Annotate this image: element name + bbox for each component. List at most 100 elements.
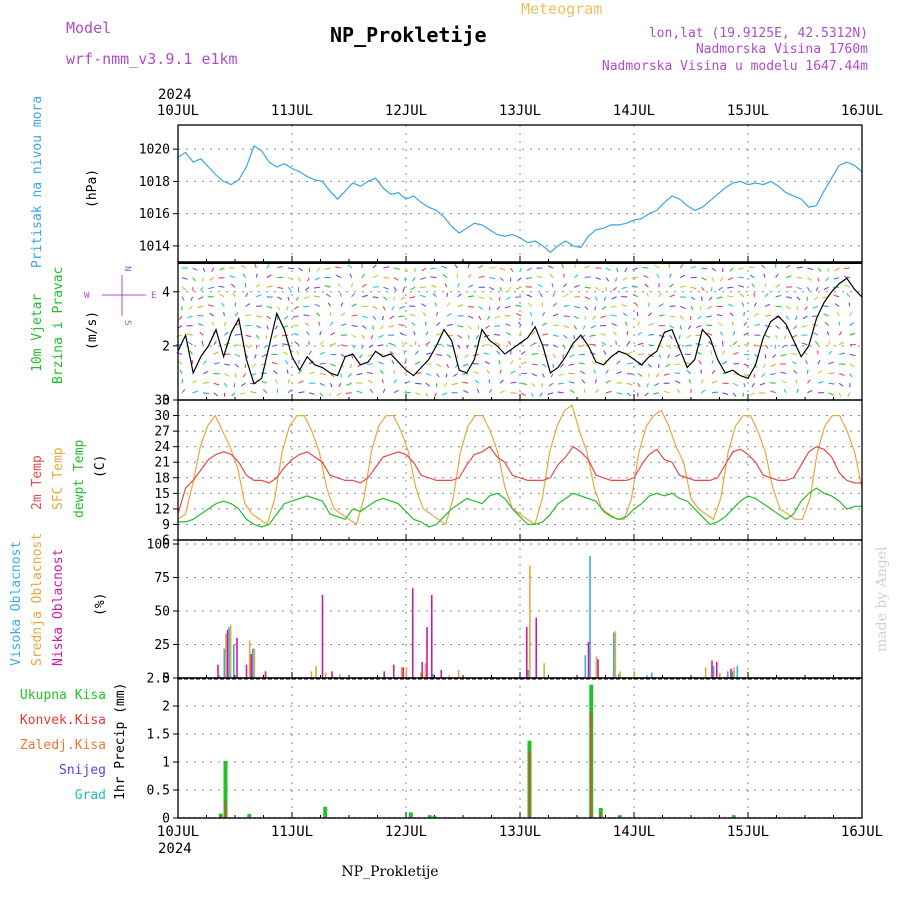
wind-arrow bbox=[287, 379, 291, 384]
wind-arrow bbox=[464, 353, 469, 359]
wind-arrow bbox=[362, 315, 368, 319]
wind-arrow bbox=[197, 305, 204, 308]
wind-arrow bbox=[224, 363, 231, 366]
wind-arrow bbox=[446, 312, 452, 317]
wind-arrow bbox=[834, 267, 840, 272]
wind-arrow bbox=[775, 273, 779, 278]
wind-arrow bbox=[826, 331, 830, 336]
wind-arrow bbox=[764, 283, 767, 288]
wind-arrow bbox=[764, 314, 771, 317]
wind-arrow bbox=[372, 286, 379, 288]
cloud-ylabel-high: Visoka Oblacnost bbox=[9, 541, 24, 666]
wind-arrow bbox=[722, 392, 729, 396]
wind-arrow bbox=[687, 325, 692, 330]
wind-arrow bbox=[388, 325, 395, 328]
wind-arrow bbox=[552, 334, 559, 337]
wind-arrow bbox=[785, 305, 792, 310]
wind-arrow bbox=[793, 325, 798, 330]
wind-arrow bbox=[690, 306, 694, 311]
wind-arrow bbox=[179, 315, 183, 320]
wind-arrow bbox=[612, 286, 617, 291]
wind-arrow bbox=[478, 305, 484, 310]
wind-arrow bbox=[436, 321, 441, 327]
wind-arrow bbox=[266, 325, 269, 330]
wind-arrow bbox=[483, 352, 490, 355]
wind-arrow bbox=[351, 283, 353, 288]
wind-arrow bbox=[581, 379, 586, 384]
low-cloud-bar bbox=[392, 664, 395, 678]
wind-arrow bbox=[286, 369, 289, 374]
wind-arrow bbox=[176, 334, 183, 338]
wind-arrow bbox=[298, 391, 305, 394]
wind-arrow bbox=[658, 334, 665, 338]
wind-arrow bbox=[642, 266, 649, 269]
wind-arrow bbox=[192, 267, 198, 271]
conv-precip-bar bbox=[528, 750, 531, 818]
high-cloud-bar bbox=[432, 673, 435, 678]
wind-arrow bbox=[822, 305, 829, 307]
wind-arrow bbox=[486, 369, 490, 374]
wind-arrow bbox=[701, 389, 706, 394]
wind-arrow bbox=[729, 267, 734, 272]
wind-arrow bbox=[314, 303, 321, 307]
wind-arrow bbox=[699, 306, 702, 311]
wind-arrow bbox=[181, 286, 187, 291]
wind-arrow bbox=[245, 334, 252, 338]
panel-border bbox=[177, 677, 863, 819]
wind-arrow bbox=[568, 363, 575, 366]
mid-cloud-bar bbox=[719, 672, 721, 678]
wind-arrow bbox=[573, 325, 578, 330]
wind-arrow bbox=[351, 293, 356, 298]
wind-arrow bbox=[813, 332, 819, 336]
wind-arrow bbox=[192, 287, 194, 292]
wind-arrow bbox=[849, 353, 856, 357]
wind-arrow bbox=[388, 342, 395, 346]
wind-arrow bbox=[542, 333, 549, 336]
compass-south: S bbox=[122, 320, 132, 325]
wind-arrow bbox=[213, 351, 219, 355]
wind-arrow bbox=[255, 283, 261, 288]
wind-arrow bbox=[814, 340, 819, 346]
wind-arrow bbox=[648, 333, 655, 336]
wind-arrow bbox=[266, 274, 272, 279]
wind-arrow bbox=[807, 267, 814, 271]
wind-arrow bbox=[679, 325, 683, 330]
wind-arrow bbox=[510, 381, 517, 384]
wind-arrow bbox=[187, 341, 193, 346]
wind-arrow bbox=[404, 277, 407, 282]
wind-panel: 0 2 4 bbox=[162, 262, 863, 409]
wind-arrow bbox=[722, 360, 728, 365]
wind-arrow bbox=[274, 379, 278, 384]
wind-arrow bbox=[579, 344, 585, 348]
high-cloud-bar bbox=[727, 671, 729, 678]
clouds-ytick-label: 0 bbox=[162, 672, 170, 687]
pressure-panel: 1014 1016 1018 1020 bbox=[139, 125, 863, 262]
wind-arrow bbox=[678, 335, 681, 340]
wind-arrow bbox=[791, 361, 798, 365]
wind-arrow bbox=[616, 371, 622, 375]
location-label: lon,lat (19.9125E, 42.5312N) bbox=[649, 26, 868, 41]
mid-cloud-bar bbox=[733, 667, 735, 678]
wind-arrow bbox=[706, 324, 713, 327]
wind-arrow bbox=[720, 277, 724, 282]
wind-arrow bbox=[186, 333, 193, 336]
low-cloud-bar bbox=[411, 588, 414, 678]
wind-arrow bbox=[836, 311, 840, 317]
wind-arrow bbox=[658, 314, 665, 317]
wind-arrow bbox=[843, 276, 850, 279]
wind-arrow bbox=[510, 267, 514, 272]
wind-arrow bbox=[457, 325, 464, 328]
wind-arrow bbox=[377, 344, 384, 347]
wind-arrow bbox=[234, 363, 239, 368]
wind-arrow bbox=[335, 266, 342, 269]
wind-arrow bbox=[552, 363, 555, 369]
wind-arrow bbox=[308, 267, 311, 273]
wind-arrow bbox=[696, 351, 702, 355]
wind-arrow bbox=[255, 325, 262, 329]
wind-arrow bbox=[359, 354, 363, 359]
wind-arrow bbox=[430, 276, 437, 279]
wind-arrow bbox=[425, 382, 431, 387]
wind-arrow bbox=[742, 392, 745, 397]
wind-arrow bbox=[393, 379, 398, 384]
